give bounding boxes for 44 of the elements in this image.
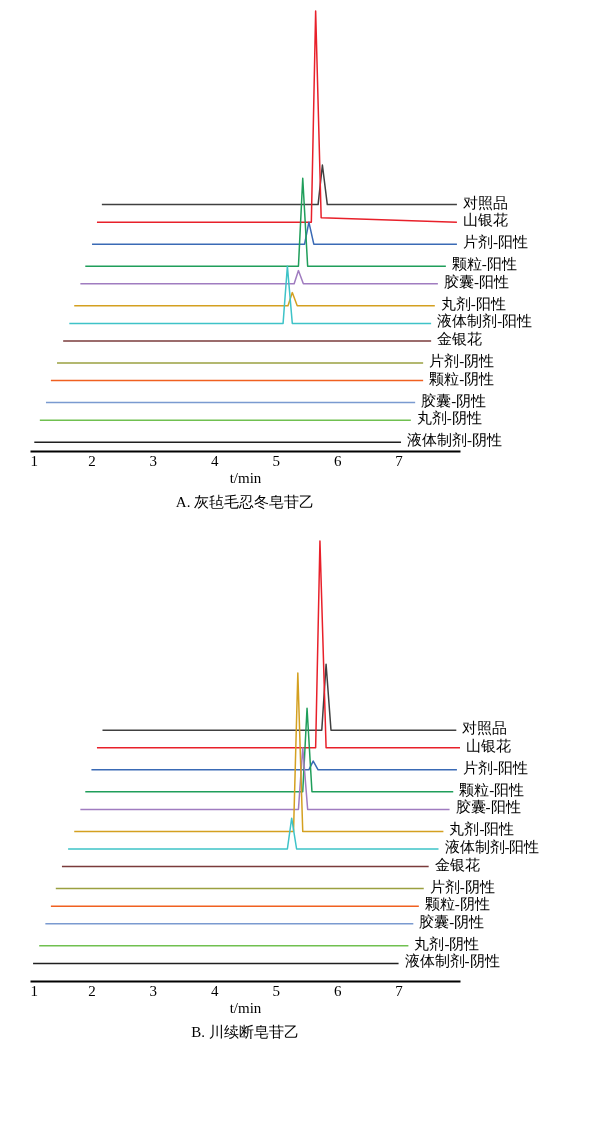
series-label: 液体制剂-阴性 bbox=[407, 432, 503, 449]
x-tick-label: 6 bbox=[333, 452, 342, 469]
series-label: 丸剂-阴性 bbox=[416, 410, 482, 427]
series-label: 颗粒-阳性 bbox=[459, 781, 525, 798]
x-axis-title: t/min bbox=[229, 999, 262, 1016]
x-tick-label: 3 bbox=[149, 982, 158, 999]
x-tick-label: 5 bbox=[272, 982, 280, 999]
x-tick-label: 5 bbox=[272, 452, 280, 469]
series-label: 金银花 bbox=[437, 331, 483, 347]
x-tick-label: 4 bbox=[211, 982, 220, 999]
series-label: 颗粒-阴性 bbox=[429, 370, 495, 387]
series-label: 颗粒-阳性 bbox=[451, 256, 517, 273]
x-tick-label: 3 bbox=[149, 452, 158, 469]
series-label: 液体制剂-阳性 bbox=[437, 313, 533, 330]
series-label: 山银花 bbox=[466, 737, 511, 754]
series-label: 对照品 bbox=[462, 720, 508, 737]
series-label: 颗粒-阴性 bbox=[424, 896, 490, 913]
text: A. 灰毡毛忍冬皂苷乙 bbox=[175, 494, 315, 510]
series-label: 胶囊-阳性 bbox=[443, 273, 509, 290]
series-label: 片剂-阳性 bbox=[462, 759, 528, 776]
series-label: 金银花 bbox=[434, 856, 480, 873]
series-label: 片剂-阴性 bbox=[429, 878, 495, 895]
series-label: 山银花 bbox=[462, 212, 508, 229]
series-label: 液体制剂-阴性 bbox=[404, 953, 500, 970]
series-label: 液体制剂-阳性 bbox=[444, 839, 540, 855]
series-label: 胶囊-阴性 bbox=[419, 913, 485, 930]
series-label: 丸剂-阳性 bbox=[440, 295, 506, 312]
x-tick-label: 1 bbox=[30, 982, 38, 999]
series-label: 丸剂-阴性 bbox=[414, 935, 480, 952]
series-label: 对照品 bbox=[462, 194, 508, 211]
x-tick-label: 2 bbox=[88, 982, 96, 999]
series-label: 胶囊-阳性 bbox=[455, 799, 521, 816]
x-tick-label: 6 bbox=[333, 982, 342, 999]
x-tick-label: 7 bbox=[395, 982, 404, 999]
series-label: 片剂-阳性 bbox=[462, 234, 528, 251]
x-tick-label: 2 bbox=[88, 452, 96, 469]
x-tick-label: 1 bbox=[30, 452, 38, 469]
x-tick-label: 7 bbox=[395, 452, 404, 469]
x-tick-label: 4 bbox=[211, 452, 220, 469]
text: B. 川续断皂苷乙 bbox=[191, 1024, 299, 1040]
x-axis-title: t/min bbox=[229, 469, 262, 486]
series-label: 片剂-阴性 bbox=[429, 353, 495, 369]
series-label: 胶囊-阴性 bbox=[421, 392, 487, 409]
series-label: 丸剂-阳性 bbox=[449, 821, 515, 838]
